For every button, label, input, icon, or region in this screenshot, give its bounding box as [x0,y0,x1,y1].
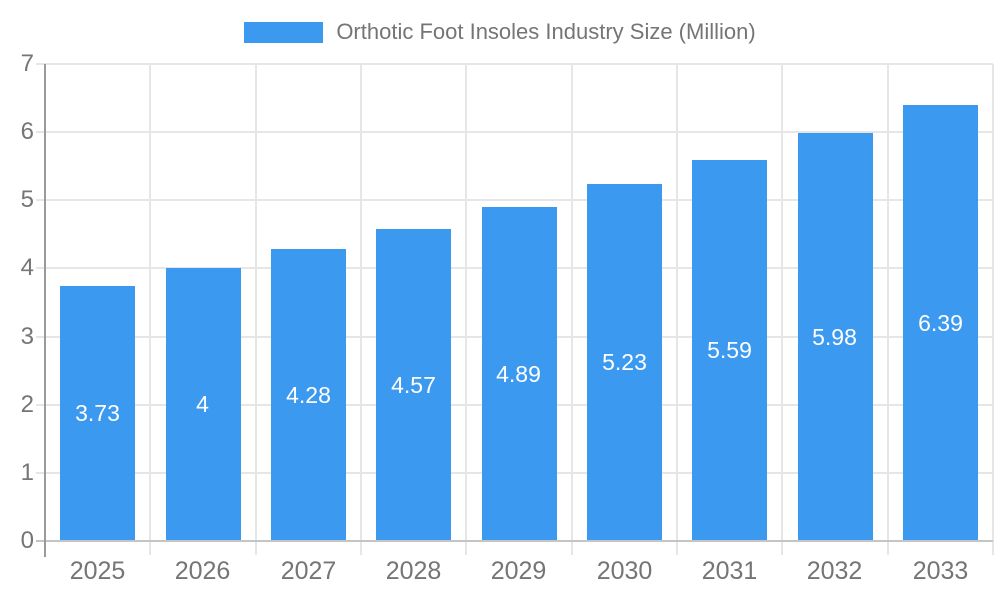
x-tick-label: 2028 [385,557,442,585]
x-tick-label: 2033 [912,557,969,585]
gridline-v [465,64,467,555]
y-tick-label: 1 [20,459,34,486]
bar [60,286,135,540]
gridline-v [676,64,678,555]
y-tick-label: 7 [20,50,34,77]
x-tick-label: 2025 [69,557,126,585]
bar [271,249,346,540]
x-tick-label: 2032 [806,557,863,585]
gridline-v [781,64,783,555]
bar-value-label: 6.39 [918,310,963,336]
bar [482,207,557,540]
gridline-v [887,64,889,555]
gridline-v [992,64,994,555]
gridline-h [36,131,993,133]
y-tick-label: 5 [20,186,34,213]
y-tick-label: 6 [20,118,34,145]
bar [692,160,767,540]
gridline-h [36,199,993,201]
x-tick-label: 2027 [280,557,337,585]
gridline-v [360,64,362,555]
legend-swatch [244,21,324,43]
y-tick-label: 4 [20,254,34,281]
bar-value-label: 4.57 [391,372,436,398]
bar-value-label: 3.73 [75,400,120,426]
bar-value-label: 4 [196,391,209,417]
bar-value-label: 5.23 [602,349,647,375]
bar-value-label: 4.28 [286,382,331,408]
bar-value-label: 4.89 [496,361,541,387]
y-axis-line [44,64,46,557]
gridline-v [571,64,573,555]
x-tick-label: 2030 [596,557,653,585]
gridline-v [149,64,151,555]
bar [903,105,978,540]
legend-label: Orthotic Foot Insoles Industry Size (Mil… [336,19,756,44]
gridline-v [255,64,257,555]
bar [587,184,662,540]
y-tick-label: 2 [20,391,34,418]
bar [798,133,873,540]
x-tick-label: 2026 [174,557,231,585]
bar [376,229,451,540]
x-axis-line [36,540,993,542]
gridline-h [36,63,993,65]
y-tick-label: 3 [20,323,34,350]
x-tick-label: 2031 [701,557,758,585]
bar-value-label: 5.98 [812,324,857,350]
bar-value-label: 5.59 [707,337,752,363]
x-tick-label: 2029 [490,557,547,585]
y-tick-label: 0 [20,527,34,554]
chart-legend: Orthotic Foot Insoles Industry Size (Mil… [0,21,1000,43]
bar [166,268,241,540]
